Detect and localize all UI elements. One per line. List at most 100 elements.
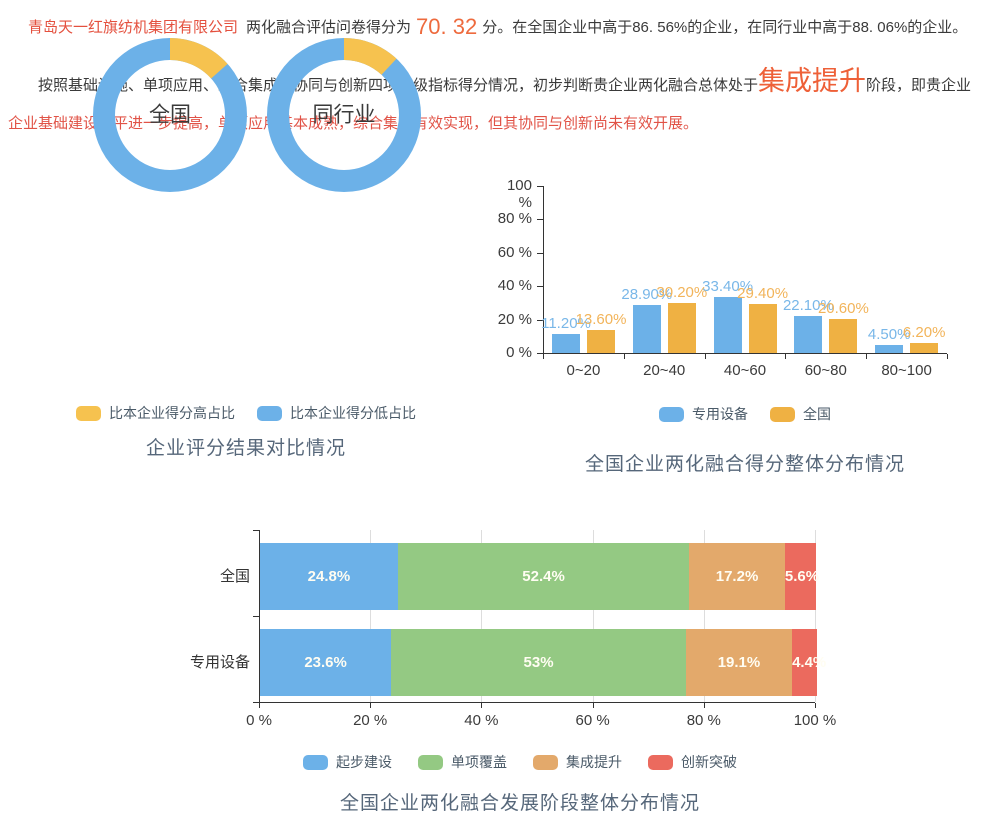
- x-axis-tick-label: 100 %: [793, 712, 837, 729]
- legend-label: 单项覆盖: [451, 754, 507, 770]
- y-axis-tick-label: 20 %: [497, 310, 532, 328]
- grid-line: [703, 530, 705, 702]
- row-label: 专用设备: [189, 654, 250, 671]
- y-axis-tick: [253, 530, 259, 531]
- legend-item[interactable]: 比本企业得分高占比: [76, 403, 235, 423]
- x-axis-category-label: 60~80: [804, 362, 847, 379]
- legend-label: 集成提升: [566, 754, 622, 770]
- y-axis-tick-label: 80 %: [497, 210, 532, 228]
- legend-item[interactable]: 比本企业得分低占比: [257, 403, 416, 423]
- bar-segment-单项覆盖: [391, 629, 686, 696]
- legend-swatch: [659, 406, 684, 422]
- bar-segment-集成提升: [689, 543, 785, 610]
- legend-item[interactable]: 单项覆盖: [418, 752, 507, 772]
- bar-value-label: 28.90%: [621, 285, 673, 303]
- bar-value-label: 20.60%: [817, 299, 869, 317]
- y-axis-tick: [537, 252, 543, 254]
- bar-value-label: 33.40%: [702, 278, 754, 296]
- segment-value-label: 52.4%: [522, 567, 565, 585]
- y-axis-tick-label: 40 %: [497, 277, 532, 295]
- legend-label: 比本企业得分高占比: [109, 405, 235, 421]
- legend-swatch: [533, 754, 558, 770]
- y-axis-tick: [537, 286, 543, 288]
- bar-value-label: 29.40%: [737, 284, 789, 302]
- legend-item[interactable]: 起步建设: [303, 752, 392, 772]
- donut-national: 全国: [93, 38, 247, 192]
- legend-item[interactable]: 集成提升: [533, 752, 622, 772]
- y-axis: [259, 530, 260, 702]
- score-distribution-legend: 专用设备 全国: [495, 404, 995, 424]
- y-axis-tick: [537, 219, 543, 221]
- y-axis-tick: [253, 702, 259, 703]
- bar-segment-创新突破: [784, 543, 816, 610]
- legend-label: 起步建设: [336, 754, 392, 770]
- x-axis-tick: [815, 703, 816, 708]
- x-axis-tick: [370, 703, 372, 708]
- bar-segment-创新突破: [792, 629, 817, 696]
- legend-item[interactable]: 专用设备: [659, 404, 748, 424]
- grid-line: [481, 530, 483, 702]
- x-axis-tick: [866, 354, 868, 359]
- row-label: 全国: [219, 568, 250, 585]
- x-axis-tick: [947, 354, 948, 359]
- legend-swatch: [770, 406, 795, 422]
- y-axis-tick-label: 100 %: [506, 177, 532, 211]
- legend-item[interactable]: 全国: [770, 404, 831, 424]
- bar-segment-单项覆盖: [397, 543, 690, 610]
- x-axis-category-label: 80~100: [881, 362, 932, 379]
- score-value: 70. 32: [416, 14, 478, 39]
- donut-slice-high: [93, 38, 247, 192]
- donut-chart-title: 企业评分结果对比情况: [145, 438, 346, 459]
- segment-value-label: 24.8%: [307, 567, 351, 585]
- segment-value-label: 23.6%: [304, 653, 347, 671]
- bar-value-label: 4.50%: [867, 326, 911, 344]
- legend-swatch: [648, 754, 673, 770]
- bar-专用设备: [632, 304, 661, 353]
- y-axis-tick-label: 60 %: [497, 243, 532, 261]
- company-name: 青岛天一红旗纺机集团有限公司: [28, 19, 239, 36]
- segment-value-label: 4.4%: [792, 653, 827, 671]
- bar-value-label: 6.20%: [902, 323, 946, 341]
- x-axis-category-label: 0~20: [566, 362, 601, 379]
- donut-comparison-chart: 全国 同行业: [0, 0, 480, 300]
- grid-line: [592, 530, 594, 702]
- score-suffix: 分。在全国企业中高于86. 56%的企业，在同行业中高于88. 06%的企业。: [482, 19, 968, 36]
- segment-value-label: 5.6%: [784, 567, 820, 585]
- y-axis: [543, 186, 544, 353]
- stage-distribution-chart: 0 % 20 % 40 % 60 % 80 % 100 % 全国 24.8% 52.4% 17.2…: [180, 520, 880, 735]
- donut-slice-high: [267, 38, 421, 192]
- x-axis: [259, 702, 815, 703]
- stage-name: 集成提升: [758, 66, 867, 96]
- x-axis-tick: [259, 703, 260, 708]
- bar-专用设备: [875, 345, 904, 353]
- bar-value-label: 22.10%: [782, 297, 834, 315]
- bar-segment-起步建设: [260, 543, 398, 610]
- segment-value-label: 53%: [523, 653, 554, 671]
- stage-distribution-legend: 起步建设 单项覆盖 集成提升 创新突破: [180, 752, 860, 772]
- x-axis-tick: [481, 703, 483, 708]
- legend-item[interactable]: 创新突破: [648, 752, 737, 772]
- summary-part3: 企业基础建设水平进一步提高，单项应用基本成熟，综合集成有效实现，但其协同与创新尚…: [8, 115, 699, 132]
- bar-专用设备: [794, 316, 823, 353]
- x-axis-category-label: 20~40: [643, 362, 686, 379]
- grid-line: [815, 530, 816, 702]
- bar-value-label: 30.20%: [656, 283, 708, 301]
- bar-全国: [587, 330, 615, 353]
- y-axis-tick: [537, 319, 543, 321]
- x-axis-tick: [592, 703, 594, 708]
- bar-value-label: 13.60%: [575, 311, 627, 329]
- x-axis-tick-label: 40 %: [464, 712, 499, 729]
- donut-industry: 同行业: [267, 38, 421, 192]
- bar-segment-集成提升: [685, 629, 793, 696]
- bar-segment-起步建设: [260, 629, 392, 696]
- legend-swatch: [303, 754, 328, 770]
- bar-全国: [667, 302, 696, 353]
- legend-swatch: [76, 405, 101, 421]
- x-axis-tick: [623, 354, 625, 359]
- legend-swatch: [257, 405, 282, 421]
- donut-legend: 比本企业得分高占比 比本企业得分低占比: [36, 403, 456, 423]
- y-axis-tick-label: 0 %: [506, 344, 532, 361]
- y-axis-tick: [537, 353, 543, 354]
- x-axis-tick-label: 20 %: [353, 712, 388, 729]
- x-axis-tick-label: 0 %: [246, 712, 272, 729]
